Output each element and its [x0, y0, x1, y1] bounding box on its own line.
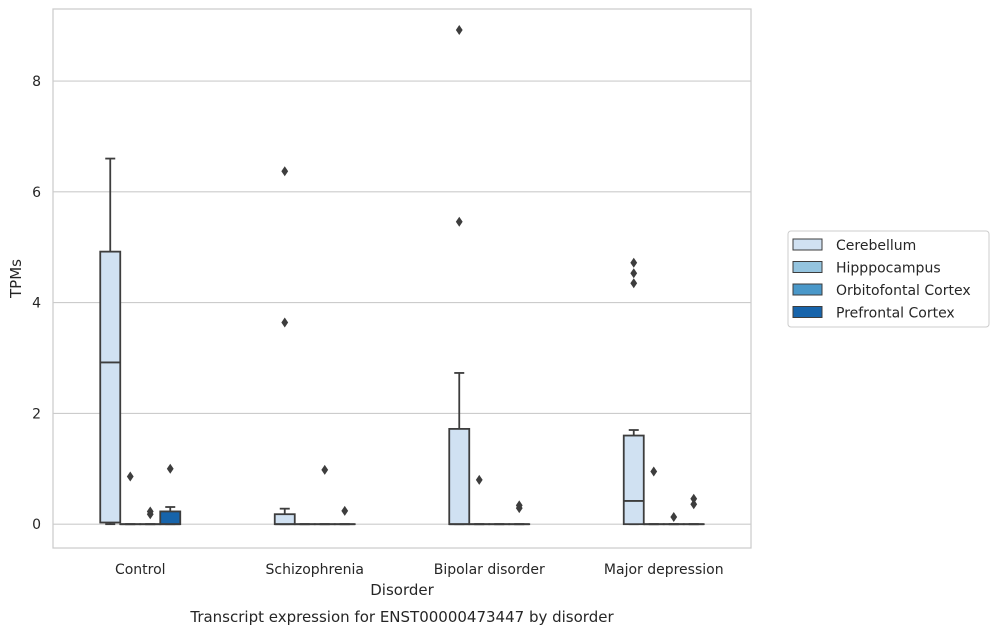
legend-label: Prefrontal Cortex: [836, 306, 955, 322]
box-hipppocampus: [468, 474, 491, 526]
outlier-point: [630, 257, 638, 268]
box-iqr: [622, 434, 645, 526]
outlier-point: [455, 25, 463, 36]
outlier-point: [630, 278, 638, 289]
box-cerebellum: [448, 25, 471, 526]
outlier-point: [455, 216, 463, 227]
legend-label: Hipppocampus: [836, 261, 941, 277]
box-prefrontal-cortex: [159, 463, 182, 526]
x-tick-label: Schizophrenia: [266, 562, 364, 578]
x-axis: Control Schizophrenia Bipolar disorder Majo…: [115, 562, 724, 578]
legend-frame: [787, 230, 990, 328]
legend-label: Cerebellum: [836, 238, 916, 254]
outlier-point: [475, 474, 483, 485]
outlier-point: [515, 500, 523, 511]
y-tick-label: 0: [32, 517, 41, 533]
box-iqr: [159, 510, 182, 526]
box-iqr: [273, 513, 296, 526]
legend-label: Orbitofontal Cortex: [836, 283, 971, 299]
y-tick-label: 2: [32, 406, 41, 422]
outlier-point: [650, 466, 658, 477]
box-marks: [99, 25, 705, 526]
box-orbitofontal-cortex: [313, 464, 336, 526]
box-cerebellum: [622, 257, 645, 526]
box-orbitofontal-cortex: [662, 511, 685, 526]
box-prefrontal-cortex: [333, 505, 356, 526]
x-tick-label: Bipolar disorder: [434, 562, 545, 578]
y-tick-label: 6: [32, 185, 41, 201]
box-iqr: [448, 427, 471, 526]
outlier-point: [341, 505, 349, 516]
box-cerebellum: [99, 157, 122, 526]
outlier-point: [630, 268, 638, 279]
legend-swatch: [792, 283, 823, 296]
box-prefrontal-cortex: [508, 500, 531, 526]
outlier-point: [690, 499, 698, 510]
box-prefrontal-cortex: [682, 493, 705, 526]
outlier-point: [670, 511, 678, 522]
chart-caption: Transcript expression for ENST0000047344…: [189, 608, 614, 626]
box-orbitofontal-cortex: [139, 506, 162, 526]
y-axis: 0 2 4 6 8: [32, 74, 41, 533]
plot-area: [52, 8, 752, 549]
legend: Cerebellum Hipppocampus Orbitofontal Corte…: [787, 230, 990, 328]
outlier-point: [126, 471, 134, 482]
outlier-point: [281, 166, 289, 177]
y-axis-label: TPMs: [7, 259, 25, 299]
outlier-point: [166, 463, 174, 474]
box-hipppocampus: [119, 471, 142, 526]
legend-swatch: [792, 261, 823, 273]
x-tick-label: Control: [115, 562, 166, 578]
y-tick-label: 4: [32, 296, 41, 312]
legend-swatch: [792, 306, 823, 318]
box-iqr: [99, 250, 122, 524]
outlier-point: [281, 317, 289, 328]
outlier-point: [146, 506, 154, 517]
box-hipppocampus: [642, 466, 665, 526]
outlier-point: [690, 493, 698, 504]
gridlines: [53, 80, 751, 525]
box-cerebellum: [273, 166, 296, 526]
x-tick-label: Major depression: [604, 562, 724, 578]
outlier-point: [321, 464, 329, 475]
legend-swatch: [792, 238, 823, 251]
y-tick-label: 8: [32, 74, 41, 90]
x-axis-label: Disorder: [370, 581, 434, 599]
